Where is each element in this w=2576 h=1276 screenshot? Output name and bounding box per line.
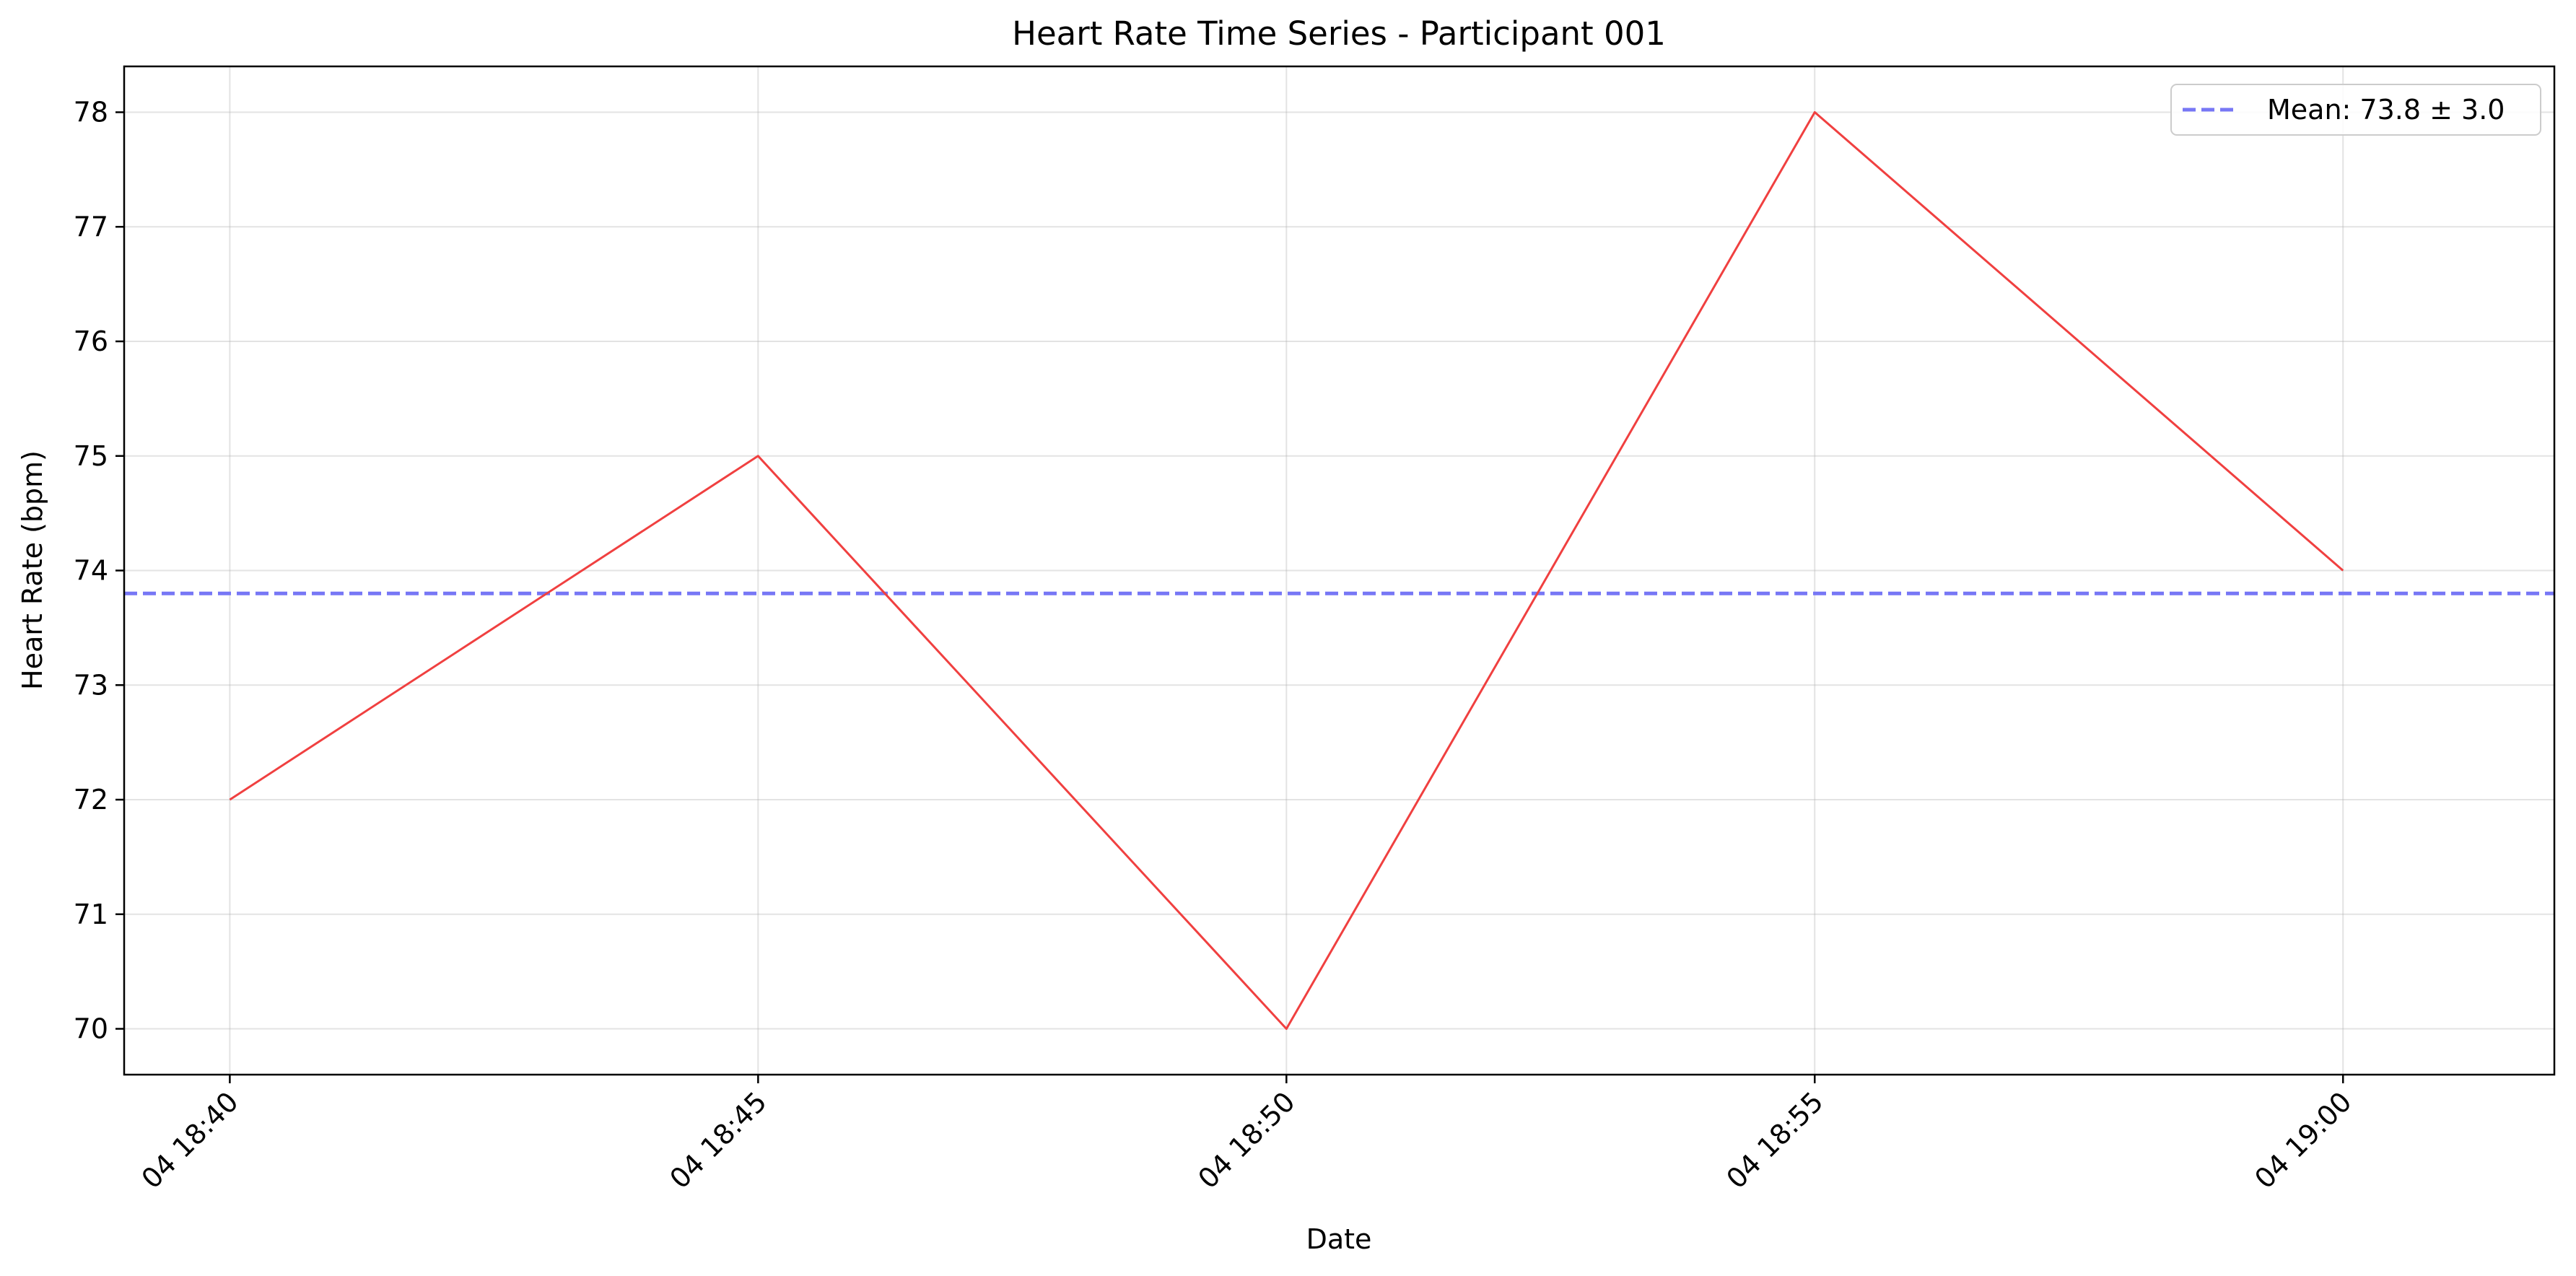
y-axis-label: Heart Rate (bpm) <box>17 450 48 690</box>
grid-lines <box>124 66 2554 1075</box>
legend-box <box>2170 84 2541 136</box>
legend: Mean: 73.8 ± 3.0 <box>2170 84 2541 136</box>
y-tick-label: 72 <box>74 784 108 816</box>
legend-label-mean: Mean: 73.8 ± 3.0 <box>2267 94 2505 126</box>
y-tick-label: 70 <box>74 1013 108 1045</box>
x-axis-label: Date <box>1306 1223 1372 1255</box>
chart-title: Heart Rate Time Series - Participant 001 <box>1012 14 1666 53</box>
y-tick-label: 73 <box>74 669 108 701</box>
y-tick-label: 78 <box>74 97 108 128</box>
y-tick-label: 76 <box>74 325 108 357</box>
y-tick-label: 77 <box>74 211 108 242</box>
y-axis-ticks: 70 71 72 73 74 75 76 77 78 <box>74 97 124 1045</box>
y-tick-label: 75 <box>74 440 108 472</box>
data-series <box>229 111 2344 1030</box>
y-tick-label: 74 <box>74 555 108 587</box>
y-tick-label: 71 <box>74 899 108 930</box>
